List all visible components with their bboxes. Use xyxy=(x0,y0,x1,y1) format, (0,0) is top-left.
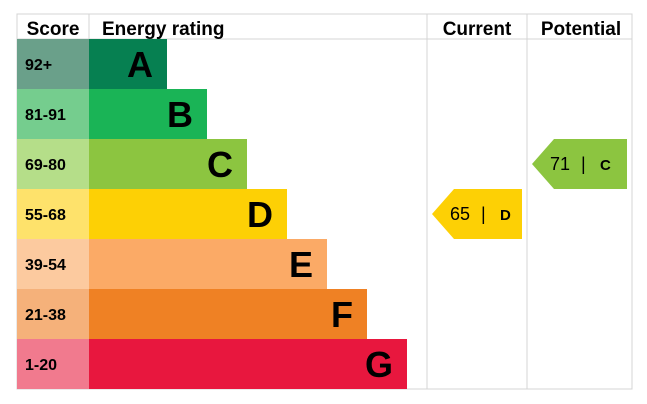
band-row-b: 81-91 B xyxy=(17,89,207,139)
band-row-c: 69-80 C xyxy=(17,139,247,189)
band-row-g: 1-20 G xyxy=(17,339,407,389)
potential-rating-arrow-value: 71 xyxy=(550,154,570,174)
score-range-label: 81-91 xyxy=(25,107,66,124)
score-cell xyxy=(17,39,89,89)
score-cell xyxy=(17,189,89,239)
current-rating-arrow-letter: D xyxy=(500,207,511,224)
score-cell xyxy=(17,239,89,289)
rating-bar xyxy=(89,189,287,239)
score-cell xyxy=(17,139,89,189)
potential-rating-arrow-shape xyxy=(532,139,627,189)
score-cell xyxy=(17,289,89,339)
rating-letter: A xyxy=(127,44,153,85)
rating-bar xyxy=(89,39,167,89)
band-row-f: 21-38 F xyxy=(17,289,367,339)
score-range-label: 21-38 xyxy=(25,307,66,324)
table-header: Score Energy rating Current Potential xyxy=(27,19,622,40)
potential-header: Potential xyxy=(541,19,621,40)
rating-bar xyxy=(89,89,207,139)
current-rating-arrow-value: 65 xyxy=(450,204,470,224)
score-cell xyxy=(17,89,89,139)
current-rating-arrow: 65 | D xyxy=(432,189,522,239)
score-range-label: 1-20 xyxy=(25,357,57,374)
current-rating-arrow-separator: | xyxy=(481,204,486,224)
current-rating-arrow-shape xyxy=(432,189,522,239)
band-row-a: 92+ A xyxy=(17,39,167,89)
band-row-d: 55-68 D xyxy=(17,189,287,239)
rating-letter: C xyxy=(207,144,233,185)
score-range-label: 55-68 xyxy=(25,207,66,224)
score-header: Score xyxy=(27,19,80,40)
rating-bands: 92+ A 81-91 B 69-80 C 55-68 D 39-54 E 21-38 F 1-20 G xyxy=(17,39,407,389)
rating-bar xyxy=(89,339,407,389)
rating-bar xyxy=(89,239,327,289)
band-row-e: 39-54 E xyxy=(17,239,327,289)
score-range-label: 69-80 xyxy=(25,157,66,174)
current-header: Current xyxy=(443,19,512,40)
potential-rating-arrow: 71 | C xyxy=(532,139,627,189)
rating-arrows: 65 | D 71 | C xyxy=(432,139,627,239)
potential-rating-arrow-separator: | xyxy=(581,154,586,174)
potential-rating-arrow-letter: C xyxy=(600,157,611,174)
rating-bar xyxy=(89,289,367,339)
rating-letter: F xyxy=(331,294,353,335)
rating-letter: G xyxy=(365,344,393,385)
score-range-label: 39-54 xyxy=(25,257,66,274)
energy-rating-header: Energy rating xyxy=(102,19,224,40)
rating-letter: B xyxy=(167,94,193,135)
score-cell xyxy=(17,339,89,389)
rating-letter: D xyxy=(247,194,273,235)
rating-bar xyxy=(89,139,247,189)
score-range-label: 92+ xyxy=(25,57,52,74)
rating-letter: E xyxy=(289,244,313,285)
